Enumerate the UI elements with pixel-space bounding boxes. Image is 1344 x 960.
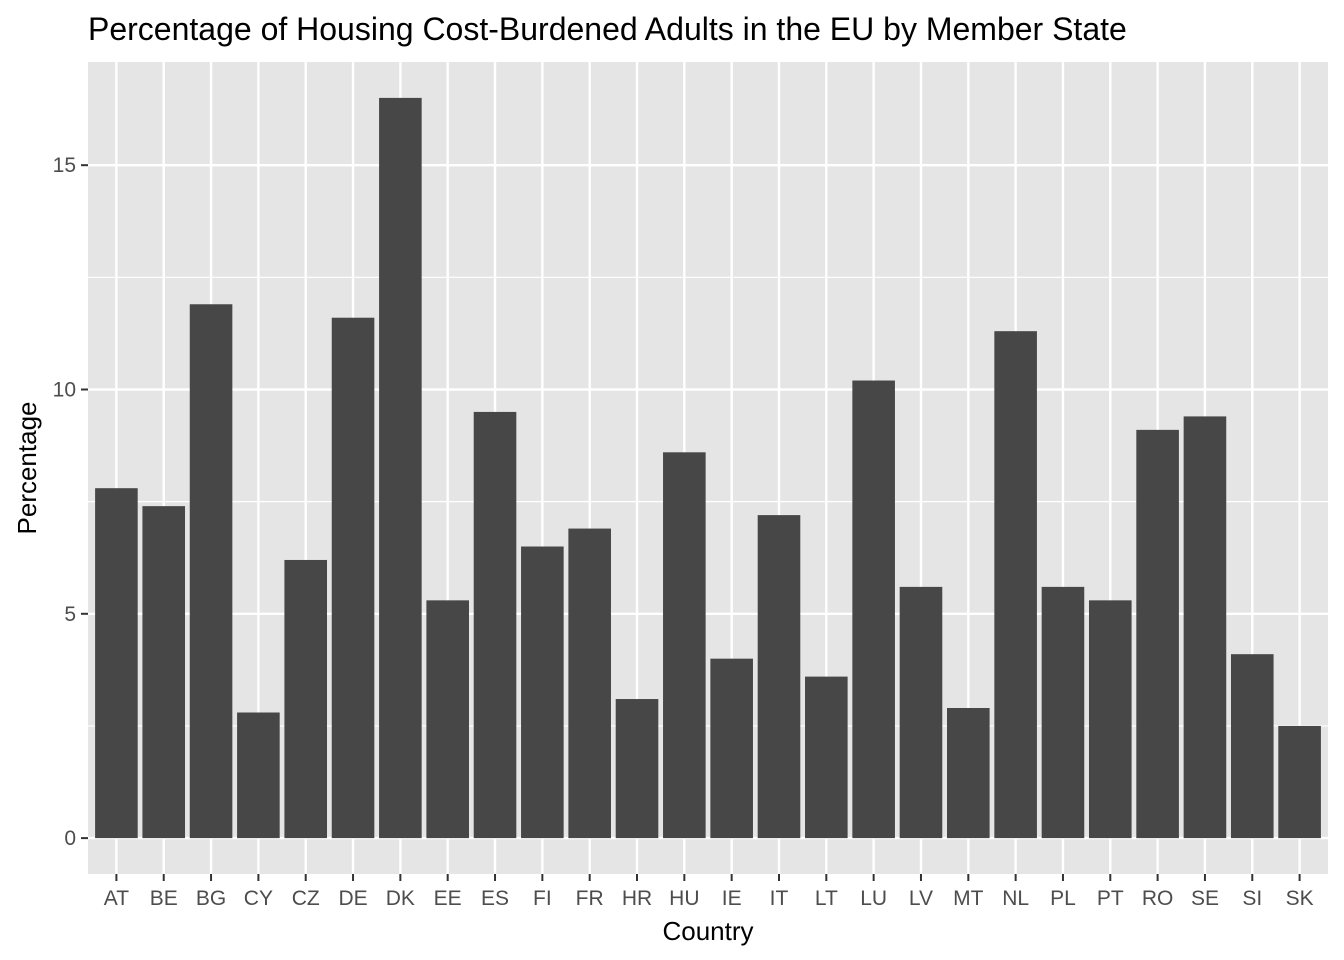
x-tick-label-ie: IE bbox=[722, 887, 742, 910]
y-tick-label: 5 bbox=[64, 603, 76, 626]
bar-sk bbox=[1278, 725, 1321, 839]
bar-hu bbox=[663, 452, 706, 839]
bar-si bbox=[1230, 654, 1274, 839]
x-tick-label-lv: LV bbox=[909, 887, 933, 910]
x-tick-label-be: BE bbox=[150, 887, 178, 910]
x-tick-label-cz: CZ bbox=[292, 887, 320, 910]
chart-title: Percentage of Housing Cost-Burdened Adul… bbox=[88, 11, 1127, 47]
x-axis: AT BE BG CY CZ DE DK EE ES FI FR HR HU IE IT LT LU LV MT NL… bbox=[104, 874, 1314, 910]
x-tick-label-ro: RO bbox=[1142, 887, 1174, 910]
bars bbox=[95, 97, 1321, 839]
x-tick-label-si: SI bbox=[1242, 887, 1262, 910]
bar-it bbox=[757, 515, 801, 839]
x-tick-label-cy: CY bbox=[244, 887, 273, 910]
x-tick-label-dk: DK bbox=[386, 887, 415, 910]
x-tick-label-bg: BG bbox=[196, 887, 226, 910]
bar-cz bbox=[284, 559, 328, 839]
bar-mt bbox=[947, 708, 990, 839]
y-tick-label: 15 bbox=[53, 154, 76, 177]
x-tick-label-mt: MT bbox=[953, 887, 983, 910]
x-tick-label-es: ES bbox=[481, 887, 509, 910]
bar-fi bbox=[521, 546, 564, 839]
x-axis-title: Country bbox=[662, 916, 753, 946]
x-tick-label-lt: LT bbox=[815, 887, 838, 910]
y-axis-title: Percentage bbox=[12, 402, 42, 535]
bar-bg bbox=[189, 304, 233, 839]
bar-es bbox=[473, 411, 517, 839]
bar-ie bbox=[710, 658, 753, 839]
bar-ro bbox=[1136, 429, 1179, 839]
bar-be bbox=[142, 506, 186, 839]
x-tick-label-fr: FR bbox=[576, 887, 604, 910]
bar-hr bbox=[615, 699, 659, 839]
x-tick-label-nl: NL bbox=[1002, 887, 1029, 910]
bar-de bbox=[331, 317, 375, 839]
bar-pt bbox=[1088, 600, 1132, 839]
bar-lv bbox=[899, 586, 943, 839]
bar-se bbox=[1183, 416, 1227, 839]
x-tick-label-se: SE bbox=[1191, 887, 1219, 910]
x-tick-label-pl: PL bbox=[1050, 887, 1076, 910]
bar-at bbox=[95, 488, 138, 839]
y-axis: 0 5 10 15 bbox=[53, 154, 88, 850]
bar-lt bbox=[805, 676, 848, 839]
bar-cy bbox=[237, 712, 280, 839]
x-tick-label-ee: EE bbox=[434, 887, 462, 910]
x-tick-label-at: AT bbox=[104, 887, 129, 910]
bar-lu bbox=[852, 380, 895, 839]
x-tick-label-it: IT bbox=[770, 887, 789, 910]
x-tick-label-sk: SK bbox=[1286, 887, 1314, 910]
x-tick-label-hu: HU bbox=[669, 887, 699, 910]
x-tick-label-de: DE bbox=[338, 887, 367, 910]
bar-dk bbox=[379, 97, 422, 839]
x-tick-label-lu: LU bbox=[860, 887, 887, 910]
y-tick-label: 10 bbox=[53, 378, 76, 401]
bar-fr bbox=[568, 528, 611, 839]
x-tick-label-pt: PT bbox=[1097, 887, 1124, 910]
bar-pl bbox=[1041, 586, 1085, 839]
y-tick-label: 0 bbox=[64, 827, 76, 850]
x-tick-label-hr: HR bbox=[622, 887, 652, 910]
x-tick-label-fi: FI bbox=[533, 887, 552, 910]
bar-ee bbox=[426, 600, 469, 839]
bar-nl bbox=[994, 331, 1037, 839]
